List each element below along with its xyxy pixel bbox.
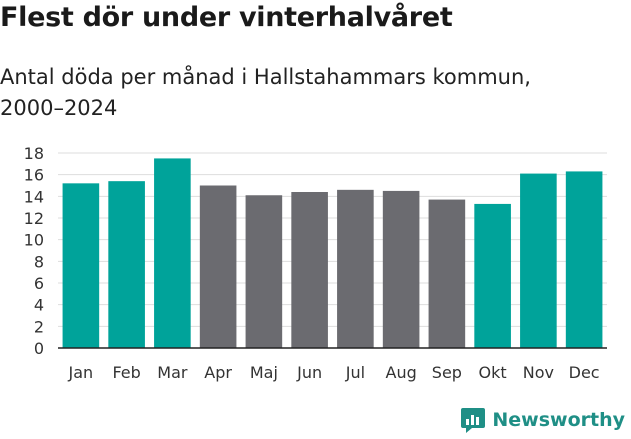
x-tick-label: Feb <box>112 363 140 382</box>
newsworthy-logo-icon <box>461 408 486 433</box>
x-tick-label: Jul <box>345 363 365 382</box>
x-tick-label: Sep <box>432 363 462 382</box>
x-tick-label: Mar <box>157 363 188 382</box>
y-tick-label: 4 <box>34 296 44 315</box>
x-tick-label: Apr <box>204 363 232 382</box>
y-tick-label: 18 <box>24 144 44 163</box>
x-tick-label: Jun <box>296 363 322 382</box>
bar-maj <box>245 195 283 348</box>
bar-nov <box>520 173 557 348</box>
bar-sep <box>428 199 466 348</box>
bar-chart: 0 2 4 6 8 10 12 14 16 18 Jan Feb Mar Apr Maj Jun Jul Aug S… <box>24 144 607 382</box>
bar-jul <box>337 189 374 348</box>
bar-feb <box>108 181 145 348</box>
y-tick-label: 8 <box>34 252 44 271</box>
bar-okt <box>474 203 511 348</box>
x-tick-label: Maj <box>250 363 278 382</box>
x-tick-label: Okt <box>479 363 507 382</box>
y-tick-label: 2 <box>34 317 44 336</box>
x-tick-label: Dec <box>569 363 600 382</box>
bar-apr <box>199 185 237 348</box>
bar-aug <box>382 190 420 348</box>
y-tick-label: 16 <box>24 166 44 185</box>
y-tick-label: 14 <box>24 187 44 206</box>
y-tick-label: 10 <box>24 231 44 250</box>
bar-dec <box>565 171 603 348</box>
chart-subtitle: Antal döda per månad i Hallstahammars ko… <box>0 65 531 120</box>
x-tick-label: Aug <box>386 363 417 382</box>
bar-jun <box>291 192 328 348</box>
y-tick-label: 6 <box>34 274 44 293</box>
y-tick-label: 0 <box>34 339 44 358</box>
x-tick-label: Jan <box>68 363 94 382</box>
brand-name: Newsworthy <box>492 409 625 431</box>
chart-title: Flest dör under vinterhalvåret <box>0 2 453 33</box>
y-tick-label: 12 <box>24 209 44 228</box>
bar-jan <box>62 183 100 348</box>
brand: Newsworthy <box>460 406 625 434</box>
x-tick-label: Nov <box>523 363 554 382</box>
bar-mar <box>154 158 191 348</box>
